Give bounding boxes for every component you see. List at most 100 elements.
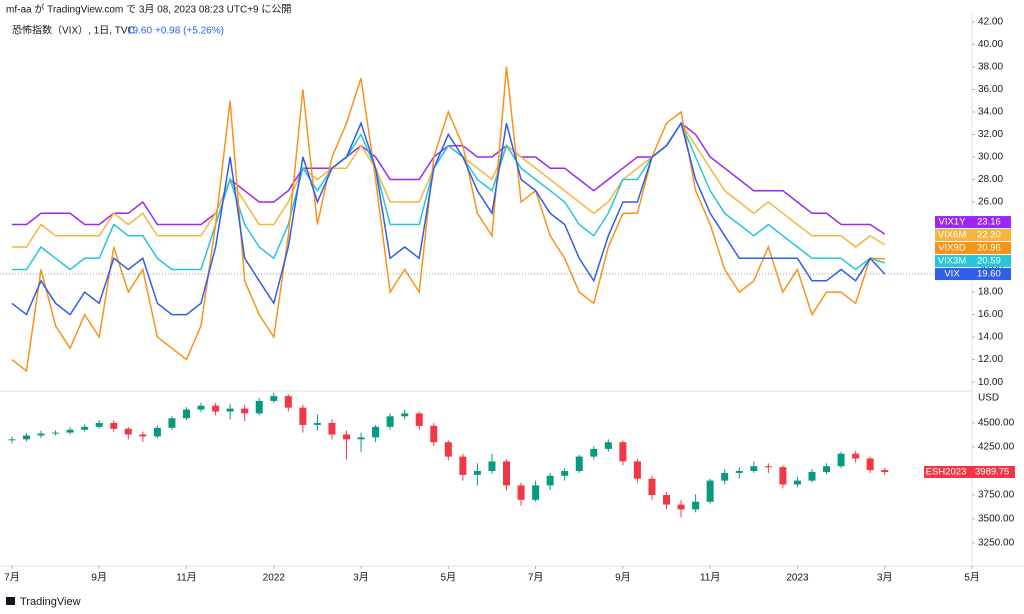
candle-body — [328, 423, 336, 435]
y-tick-label: 38.00 — [978, 62, 1003, 73]
x-tick-label: 7月 — [528, 572, 544, 584]
candle-body — [22, 435, 30, 440]
tag-value-bg — [969, 242, 1011, 255]
candle-body — [619, 442, 627, 462]
candle-body — [313, 423, 321, 425]
tag-value-bg — [969, 216, 1011, 229]
candle-body — [284, 396, 292, 408]
candle-body — [677, 504, 685, 510]
series-line — [11, 66, 885, 373]
tag-value: 19.60 — [977, 269, 1001, 280]
candle-body — [81, 426, 89, 430]
published-note: mf-aa が TradingView.com で 3月 08, 2023 08… — [6, 3, 291, 16]
legend-symbol: 恐怖指数（VIX）, 1日, TVC — [12, 24, 135, 37]
y-tick-label: 34.00 — [978, 107, 1003, 118]
tag-name: VIX1Y — [939, 217, 967, 228]
candle-body — [299, 407, 307, 425]
candle-body — [692, 501, 700, 510]
y-tick-label: 32.00 — [978, 129, 1003, 140]
legend-last: 19.60 — [127, 26, 152, 37]
y-tick-label: 3500.00 — [978, 514, 1015, 525]
tag-name: ESH2023 — [926, 467, 967, 478]
brand-text: TradingView — [20, 596, 81, 608]
candle-body — [372, 426, 380, 438]
tag-name-bg — [935, 255, 969, 268]
legend-change: +0.98 (+5.26%) — [155, 26, 224, 37]
candle-body — [750, 466, 758, 472]
x-tick-label: 2022 — [263, 573, 286, 584]
x-tick-label: 5月 — [964, 572, 980, 584]
tag-value: 3989.75 — [975, 467, 1009, 478]
candle-body — [124, 428, 132, 435]
candle-body — [226, 408, 234, 412]
tag-value-bg — [969, 255, 1011, 268]
candle-body — [764, 466, 772, 468]
y-tick-label: 14.00 — [978, 332, 1003, 343]
candle-body — [357, 437, 365, 440]
candle-body — [808, 471, 816, 481]
y-tick-label: 10.00 — [978, 377, 1003, 388]
tag-name: VIX6M — [938, 230, 967, 241]
candle-body — [153, 427, 161, 437]
y-tick-label: 30.00 — [978, 152, 1003, 163]
candle-body — [95, 423, 103, 427]
candle-body — [866, 458, 874, 471]
y-tick-label: 16.00 — [978, 309, 1003, 320]
x-tick-label: 7月 — [4, 572, 20, 584]
candle-body — [444, 442, 452, 457]
series-line — [11, 121, 886, 316]
candle-body — [182, 409, 190, 419]
candle-body — [823, 466, 831, 472]
y-tick-label: 3750.00 — [978, 490, 1015, 501]
candle-body — [342, 434, 350, 440]
candle-body — [633, 461, 641, 479]
tag-value: 23.16 — [977, 217, 1001, 228]
x-tick-label: 11月 — [176, 572, 196, 584]
series-line — [11, 121, 885, 271]
candle-body — [110, 423, 118, 429]
candle-body — [401, 413, 409, 417]
tag-value: 20.96 — [977, 243, 1001, 254]
tag-value-bg — [969, 229, 1011, 242]
tag-value: 22.20 — [977, 230, 1001, 241]
brand: TradingView — [6, 596, 81, 608]
candle-body — [852, 453, 860, 459]
candle-body — [721, 472, 729, 481]
candle-body — [473, 471, 481, 475]
candle-body — [52, 432, 60, 434]
candle-body — [837, 453, 845, 467]
candle-body — [517, 485, 525, 500]
candle-body — [139, 434, 147, 437]
tag-value-bg — [969, 268, 1011, 281]
candle-body — [663, 495, 671, 505]
y-tick-label: 4500.00 — [978, 418, 1015, 429]
candle-body — [66, 429, 74, 433]
candle-body — [881, 470, 889, 472]
candle-body — [648, 478, 656, 496]
candle-body — [604, 442, 612, 449]
candle-body — [735, 471, 743, 473]
y-tick-label: 26.00 — [978, 197, 1003, 208]
candle-body — [212, 405, 220, 412]
y-tick-label: 42.00 — [978, 17, 1003, 28]
candle-body — [37, 433, 45, 436]
y-tick-label: 12.00 — [978, 354, 1003, 365]
x-tick-label: 3月 — [353, 572, 369, 584]
x-tick-label: 9月 — [91, 572, 107, 584]
x-tick-label: 11月 — [700, 572, 720, 584]
y-tick-label: 36.00 — [978, 84, 1003, 95]
candle-body — [386, 416, 394, 427]
brand-logo — [6, 597, 15, 605]
tag-name: VIX9D — [938, 243, 966, 254]
candle-body — [241, 408, 249, 414]
candle-body — [590, 448, 598, 457]
tag-name: VIX3M — [938, 256, 967, 267]
candle-body — [8, 439, 16, 441]
y-tick-label: 4250.00 — [978, 442, 1015, 453]
x-tick-label: 2023 — [786, 573, 809, 584]
candle-body — [779, 467, 787, 485]
candle-body — [168, 418, 176, 428]
candle-body — [575, 456, 583, 472]
x-tick-label: 5月 — [441, 572, 457, 584]
